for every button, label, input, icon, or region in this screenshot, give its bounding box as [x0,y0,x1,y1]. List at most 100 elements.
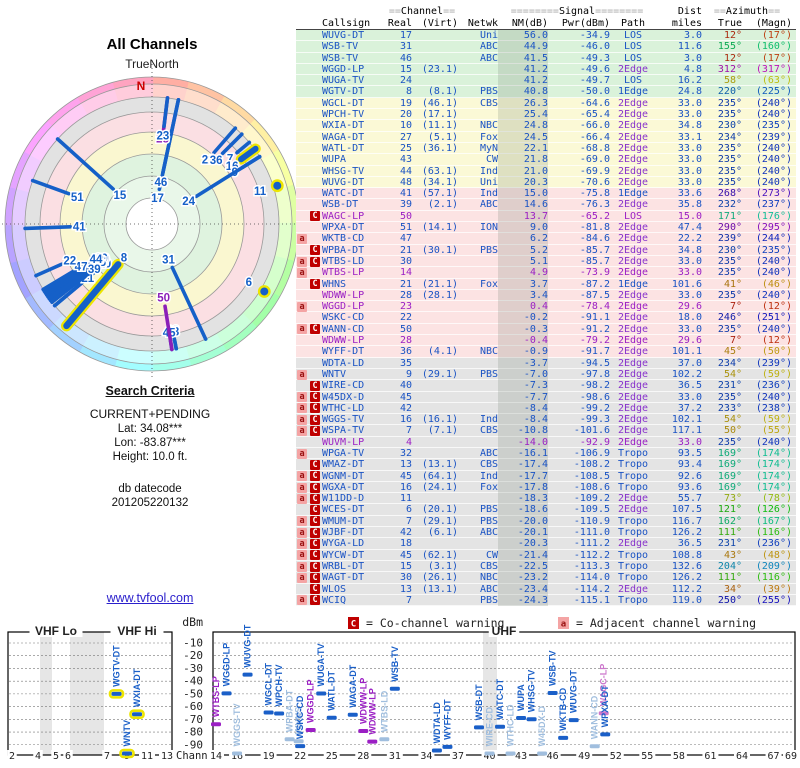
north-marker: N [137,79,146,93]
co-channel-warning-icon: C [310,245,320,256]
channel-tick-bg [449,750,466,761]
dbm-tick-label: -80 [183,726,203,739]
azimuth-true-cell: 235° [717,142,742,154]
noise-margin-cell: -8.4 [498,414,548,426]
virtual-channel-cell: (17.1) [421,109,458,121]
power-cell: -111.2 [573,538,610,550]
azimuth-true-cell: 204° [717,560,742,572]
azimuth-magn-cell: (12°) [761,335,792,347]
azimuth-magn-cell: (39°) [761,583,792,595]
azimuth-true-cell: 34° [723,583,742,595]
power-cell: -109.5 [573,504,610,516]
radar-station-line [47,265,95,301]
noise-margin-cell: -10.8 [498,425,548,437]
azimuth-magn-cell: (48°) [761,549,792,561]
real-channel-cell: 14 [399,267,412,279]
path-cell: 1Edge [617,188,649,200]
co-channel-legend-icon [348,617,359,629]
real-channel-cell: 7 [405,425,412,437]
station-label: WSB-TV [548,650,558,686]
callsign-cell: WUVG-DT [322,176,365,188]
power-cell: -85.7 [579,244,610,256]
radar-title: All Channels [106,36,198,53]
distance-cell: 93.5 [677,447,702,459]
virtual-channel-cell: (64.1) [421,470,458,482]
noise-margin-cell: 41.5 [498,52,548,64]
table-row: WUGA-TV 24 41.2 -49.7 LOS 16.2 58° (63°) [296,75,796,87]
virtual-channel-cell: (6.1) [427,527,458,539]
distance-cell: 34.8 [677,244,702,256]
real-channel-cell: 51 [399,222,412,234]
network-cell: PBS [479,368,498,380]
adjacent-legend-text: = Adjacent channel warning [576,616,756,630]
azimuth-magn-cell: (174°) [755,481,792,493]
distance-cell: 29.6 [677,335,702,347]
db-datecode-label: db datecode [118,483,182,495]
path-cell: 2Edge [617,165,649,177]
azimuth-true-cell: 230° [717,244,742,256]
path-cell: 2Edge [617,120,649,132]
real-channel-cell: 16 [399,414,412,426]
dbm-tick-label: -10 [183,637,203,650]
azimuth-true-cell: 43° [723,549,742,561]
network-cell: PBS [479,86,498,98]
co-channel-legend-text: = Co-channel warning [366,616,504,630]
noise-margin-cell: -0.4 [498,335,548,347]
power-cell: -111.0 [573,527,610,539]
power-cell: -91.7 [579,346,610,358]
real-channel-cell: 31 [399,41,412,53]
noise-margin-cell: 5.2 [498,244,548,256]
callsign-cell: WDWW-LP [322,289,365,301]
col-header: Path [620,17,646,29]
noise-margin-cell: -20.0 [498,515,548,528]
table-row: a C WAGT-DT 30 (26.1) NBC -23.2 -114.0 Tropo 126.… [296,572,796,584]
warning-badges: a [296,233,322,244]
radar-channel-label: 39 [88,264,101,276]
noise-margin-cell: -24.3 [498,594,548,607]
azimuth-true-cell: 12° [723,52,742,64]
callsign-cell: WMUM-DT [322,515,365,527]
noise-margin-cell: -21.4 [498,549,548,561]
noise-margin-cell: -0.3 [498,323,548,336]
table-row: C WAGC-LP 50 13.7 -65.2 LOS 15.0 171° (176°) [296,210,796,223]
real-channel-cell: 41 [399,188,412,200]
radar-station-line [30,178,71,196]
azimuth-true-cell: 235° [717,255,742,267]
station-label: WHSG-TV [527,670,537,713]
power-cell: -87.2 [579,278,610,290]
azimuth-true-cell: 73° [723,493,742,505]
channel-tick-bg [702,750,719,761]
distance-cell: 107.5 [671,504,702,516]
unused-band [40,632,52,755]
real-channel-cell: 45 [399,549,412,561]
radar-station-line [55,137,116,191]
station-marker [568,718,579,723]
station-label: WAGC-LP [599,664,609,707]
radar-channel-label: 10 [98,259,111,271]
path-cell: 2Edge [617,199,649,211]
table-row: C WLOS 13 (13.1) ABC -23.4 -114.2 2Edge 112.2 34°… [296,583,796,595]
channel-tick-bg [670,750,687,761]
distance-cell: 22.2 [677,233,702,245]
channel-tick-label: 28 [357,751,369,762]
azimuth-magn-cell: (235°) [755,244,792,256]
radar-station-line [63,261,122,330]
tvfool-link[interactable]: www.tvfool.com [106,591,194,605]
co-channel-warning-icon: C [310,380,320,391]
real-channel-cell: 19 [399,97,412,109]
table-row: a WKTB-CD 47 6.2 -84.6 2Edge 22.2 239° (244°) [296,233,796,245]
callsign-cell: WCIQ [322,594,347,606]
network-cell: Uni [479,30,498,41]
dbm-tick-label: -30 [183,662,203,675]
azimuth-magn-cell: (240°) [755,255,792,267]
callsign-cell: WNTV [322,368,347,380]
warning-badges [296,31,322,41]
virtual-channel-cell: (62.1) [421,549,458,561]
power-cell: -81.8 [579,222,610,234]
warning-badges: a [296,301,322,312]
virtual-channel-cell: (34.1) [421,176,458,188]
radar-station-line [170,265,208,341]
channel-tick-bg [355,750,372,761]
callsign-cell: WSPA-TV [322,425,365,437]
virtual-channel-cell: (28.1) [421,289,458,301]
